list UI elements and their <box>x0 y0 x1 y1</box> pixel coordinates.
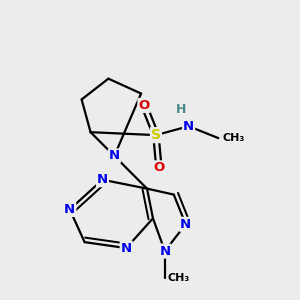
Text: N: N <box>183 120 194 133</box>
Text: N: N <box>97 173 108 186</box>
Text: H: H <box>176 103 186 116</box>
Text: CH₃: CH₃ <box>168 273 190 283</box>
Text: N: N <box>180 218 191 231</box>
Text: N: N <box>109 149 120 162</box>
Text: N: N <box>64 203 75 216</box>
Text: N: N <box>159 244 170 258</box>
Text: O: O <box>153 161 164 174</box>
Text: N: N <box>121 242 132 255</box>
Text: CH₃: CH₃ <box>223 133 245 143</box>
Text: O: O <box>138 99 150 112</box>
Text: S: S <box>151 128 161 142</box>
